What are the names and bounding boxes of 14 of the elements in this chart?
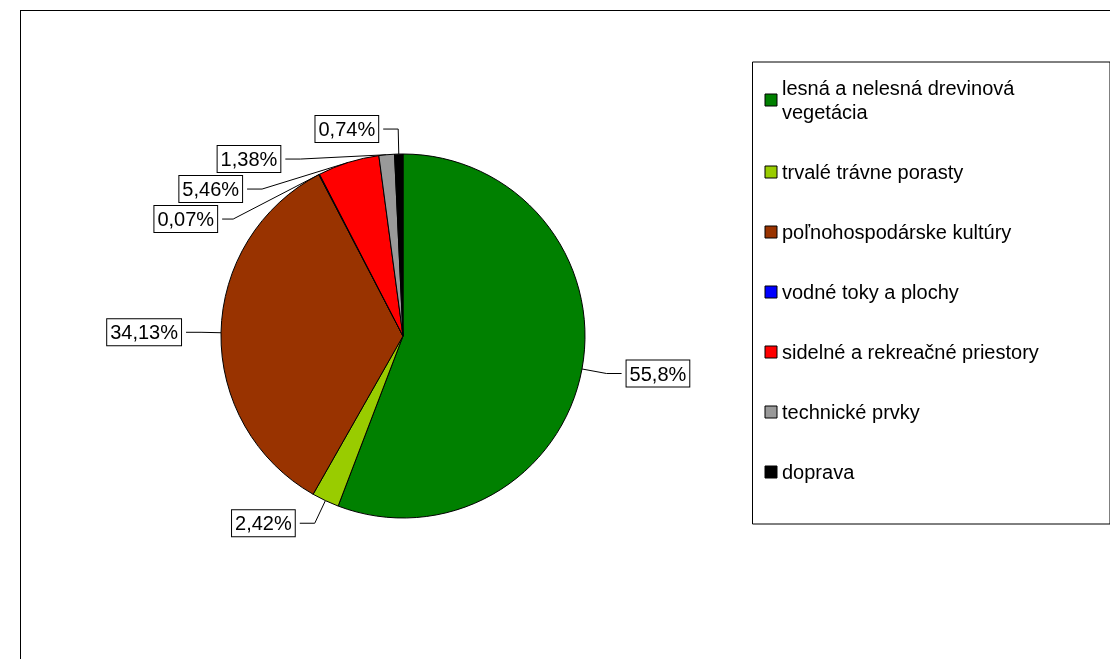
legend-label: sidelné a rekreačné priestory	[782, 341, 1039, 363]
legend-label: doprava	[782, 461, 856, 483]
legend-label: poľnohospodárske kultúry	[782, 221, 1012, 243]
legend-label: technické prvky	[782, 401, 920, 423]
data-label: 34,13%	[110, 321, 179, 344]
data-label: 0,07%	[157, 208, 215, 231]
legend-label: trvalé trávne porasty	[782, 161, 964, 183]
data-label: 2,42%	[235, 512, 292, 535]
data-label: 0,74%	[318, 118, 376, 141]
data-label: 1,38%	[220, 148, 278, 171]
data-label: 5,46%	[182, 178, 240, 201]
legend-label: lesná a nelesná drevinová vegetácia	[782, 77, 1020, 123]
legend-label: vodné toky a plochy	[782, 281, 959, 303]
data-label: 55,8%	[629, 362, 687, 385]
